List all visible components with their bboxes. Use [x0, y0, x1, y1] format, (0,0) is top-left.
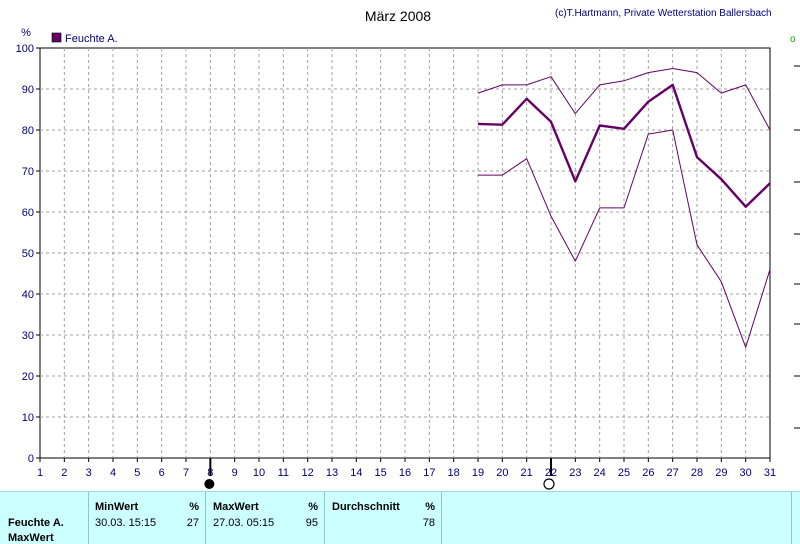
x-tick-label: 30 — [740, 467, 752, 479]
series-line-mean — [477, 83, 771, 208]
x-tick-label: 28 — [691, 467, 703, 479]
y-tick-label: 70 — [22, 166, 34, 178]
min-column: MinWert % 30.03. 15:15 27 — [88, 492, 205, 544]
x-tick-label: 1 — [37, 467, 43, 479]
y-tick-label: 30 — [22, 330, 34, 342]
y-tick-label: 90 — [22, 84, 34, 96]
x-tick-label: 10 — [253, 467, 265, 479]
min-unit: % — [189, 501, 199, 513]
x-tick-label: 19 — [472, 467, 484, 479]
x-tick-label: 9 — [232, 467, 238, 479]
avg-column: Durchschnitt % 78 — [324, 492, 441, 544]
x-tick-label: 20 — [496, 467, 508, 479]
series-line-min — [478, 129, 771, 348]
row-label: Feuchte A. — [8, 517, 64, 529]
x-tick-label: 25 — [618, 467, 630, 479]
x-tick-label: 29 — [715, 467, 727, 479]
new-moon-icon — [543, 478, 555, 490]
y-tick-label: 0 — [28, 453, 34, 465]
legend-label: Feuchte A. — [65, 33, 118, 45]
y-tick-label: 100 — [16, 43, 34, 55]
x-tick-label: 7 — [183, 467, 189, 479]
row-label-2: MaxWert — [8, 532, 54, 544]
max-value: 95 — [305, 517, 318, 529]
y-tick-label: 20 — [22, 371, 34, 383]
max-time: 27.03. 05:15 — [213, 517, 275, 529]
x-tick-label: 14 — [350, 467, 362, 479]
x-tick-label: 13 — [326, 467, 338, 479]
y-tick-label: 10 — [22, 412, 34, 424]
avg-header: Durchschnitt — [332, 501, 400, 513]
summary-table: Feuchte A. MaxWert MinWert % 30.03. 15:1… — [0, 491, 800, 544]
min-header: MinWert — [95, 501, 139, 513]
x-axis: 1234567891011121314151617181920212223242… — [37, 458, 776, 479]
x-tick-label: 11 — [278, 467, 289, 479]
x-tick-label: 27 — [667, 467, 679, 479]
min-time: 30.03. 15:15 — [95, 517, 157, 529]
x-tick-label: 5 — [134, 467, 140, 479]
x-tick-label: 26 — [642, 467, 654, 479]
min-value: 27 — [186, 517, 199, 529]
chart: März 2008 (c)T.Hartmann, Private Wetters… — [16, 8, 800, 490]
max-header: MaxWert — [213, 501, 259, 513]
series-line-max — [477, 68, 771, 131]
series-group — [477, 68, 771, 348]
full-moon-icon — [204, 479, 215, 489]
x-tick-label: 4 — [110, 467, 116, 479]
x-tick-label: 18 — [448, 467, 460, 479]
moon-phases — [204, 458, 555, 490]
x-tick-label: 15 — [375, 467, 387, 479]
x-tick-label: 31 — [764, 467, 776, 479]
empty-column — [441, 492, 792, 544]
max-column: MaxWert % 27.03. 05:15 95 — [205, 492, 324, 544]
x-tick-label: 6 — [159, 467, 165, 479]
x-tick-label: 23 — [569, 467, 581, 479]
x-tick-label: 24 — [594, 467, 606, 479]
y-axis-unit: % — [21, 27, 31, 39]
y-tick-label: 40 — [22, 289, 34, 301]
y-tick-label: 80 — [22, 125, 34, 137]
legend-swatch — [51, 32, 62, 43]
max-unit: % — [308, 501, 318, 513]
y-tick-label: 50 — [22, 248, 34, 260]
x-tick-label: 2 — [61, 467, 67, 479]
avg-unit: % — [425, 501, 435, 513]
y-tick-label: 60 — [22, 207, 34, 219]
copyright: (c)T.Hartmann, Private Wetterstation Bal… — [555, 8, 772, 19]
x-tick-label: 17 — [423, 467, 435, 479]
right-axis-fragment: o — [790, 34, 796, 45]
x-tick-label: 16 — [399, 467, 411, 479]
avg-value: 78 — [422, 517, 435, 529]
y-axis: 0 10 20 30 40 50 60 70 80 90 100 — [16, 43, 40, 465]
x-tick-label: 12 — [302, 467, 314, 479]
x-tick-label: 3 — [86, 467, 92, 479]
grid — [40, 48, 770, 458]
chart-title: März 2008 — [365, 8, 431, 24]
x-tick-label: 21 — [521, 467, 533, 479]
